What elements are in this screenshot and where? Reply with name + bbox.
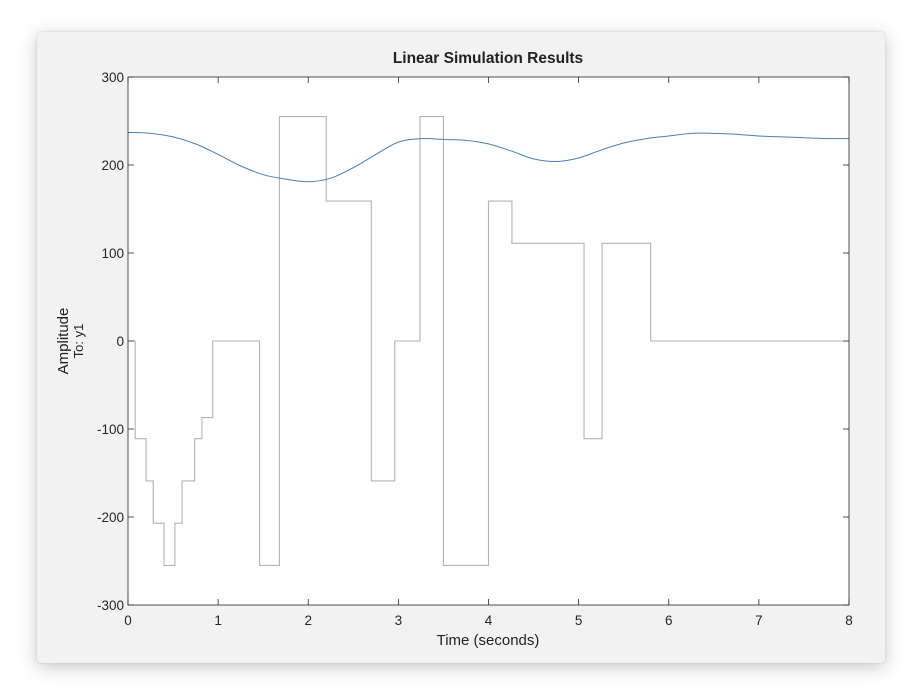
y-tick-label: 0 [116,334,124,349]
x-tick-label: 4 [485,613,493,628]
y-tick-label: 100 [101,246,124,261]
x-axis-label: Time (seconds) [437,632,540,649]
x-tick-label: 3 [395,613,403,628]
x-ticks: 0 1 2 3 4 5 6 7 8 [124,77,853,628]
x-tick-label: 7 [755,613,763,628]
y-tick-label: -100 [97,422,124,437]
x-tick-label: 5 [575,613,583,628]
y-tick-label: -200 [97,510,124,525]
x-tick-label: 1 [214,613,222,628]
y-axis-sublabel: To: y1 [71,324,86,359]
x-tick-label: 8 [845,613,853,628]
x-tick-label: 0 [124,613,132,628]
chart-title: Linear Simulation Results [393,50,583,67]
x-tick-label: 2 [304,613,312,628]
y-tick-label: 300 [101,70,124,85]
y-ticks: -300 -200 -100 0 100 200 300 [97,70,849,613]
y-axis-label: Amplitude [55,308,72,375]
response-signal-line [127,131,850,183]
y-tick-label: -300 [97,598,124,613]
series-layer [127,116,850,566]
y-tick-label: 200 [101,158,124,173]
input-signal-line [128,116,849,566]
x-tick-label: 6 [665,613,673,628]
